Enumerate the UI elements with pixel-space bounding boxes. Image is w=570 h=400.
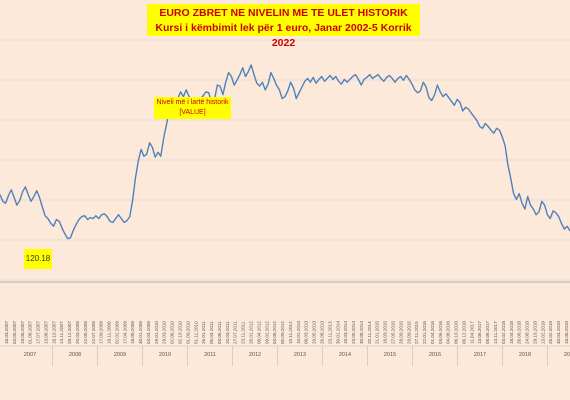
x-tick-label: 22.01.2016: [422, 321, 427, 344]
year-label: 2011: [204, 352, 216, 358]
x-tick-label: 01.04.2016: [430, 321, 435, 344]
x-tick-label: 23.11.2013: [327, 321, 332, 344]
x-tick-label: 25.02.2019: [548, 321, 553, 344]
x-tick-label: 15.11.2012: [288, 321, 293, 344]
x-tick-label: 27.05.2015: [390, 321, 395, 344]
x-tick-label: 16.03.2007: [4, 321, 9, 344]
x-tick-label: 18.06.2019: [564, 321, 569, 344]
x-tick-label: 18.04.2018: [509, 321, 514, 344]
x-tick-label: 02.10.2010: [178, 321, 183, 344]
x-tick-label: 23.11.2011: [241, 321, 246, 344]
high-annotation-value: [VALUE]: [179, 109, 206, 116]
x-tick-label: 30.08.2014: [359, 321, 364, 344]
x-tick-label: 17.04.2009: [122, 321, 127, 344]
x-tick-label: 29.01.2010: [154, 321, 159, 344]
low-annotation: 120.18: [24, 249, 52, 269]
x-tick-label: 02.06.2010: [170, 321, 175, 344]
x-tick-label: 19.06.2007: [20, 321, 25, 344]
year-label: 2010: [159, 352, 171, 358]
x-tick-label: 04.04.2009: [146, 321, 151, 344]
year-label: 2014: [339, 352, 351, 358]
year-label: 2018: [519, 352, 531, 358]
x-tick-label: 26.08.2013: [319, 321, 324, 344]
x-tick-label: 22.07.2008: [91, 321, 96, 344]
x-tick-label: 01.08.2007: [28, 321, 33, 344]
year-label: 2015: [384, 352, 396, 358]
x-tick-label: 03.06.2011: [217, 321, 222, 344]
x-tick-label: 26.06.2018: [517, 321, 522, 344]
x-tick-label: 18.03.2014: [343, 321, 348, 344]
series-line: [0, 64, 570, 240]
x-tick-label: 17.07.2007: [36, 321, 41, 344]
x-tick-label: 05.09.2012: [280, 321, 285, 344]
x-tick-label: 09.02.2012: [264, 321, 269, 344]
year-label: 2016: [429, 352, 441, 358]
x-tick-label: 13.08.2007: [43, 321, 48, 344]
x-tick-label: 08.04.2012: [256, 321, 261, 344]
x-tick-label: 10.01.2013: [296, 321, 301, 344]
x-tick-label: 06.12.2016: [461, 321, 466, 344]
x-tick-label: 18.03.2015: [383, 321, 388, 344]
x-axis: 16.03.2007 04.05.2007 19.06.2007 01.08.2007…: [0, 281, 570, 366]
high-annotation-label: Niveli më i lartë historik: [156, 99, 229, 106]
x-tick-label: 24.08.2018: [525, 321, 530, 344]
x-tick-label: 30.04.2019: [556, 321, 561, 344]
x-tick-label: 03.06.2016: [438, 321, 443, 344]
x-tick-label: 27.11.2015: [414, 321, 419, 344]
series-line-group: [0, 64, 570, 240]
x-tick-label: 30.01.2014: [335, 321, 340, 344]
x-tick-label: 04.05.2007: [12, 321, 17, 344]
x-tick-label: 26.01.2011: [201, 321, 206, 344]
x-tick-label: 22.05.2008: [83, 321, 88, 344]
x-tick-label: 04.08.2016: [446, 321, 451, 344]
x-tick-label: 20.05.2013: [312, 321, 317, 344]
x-tick-label: 27.07.2011: [233, 321, 238, 344]
chart-title: EURO ZBRET NE NIVELIN ME TE ULET HISTORI…: [159, 7, 408, 19]
x-tick-label: 26.01.2012: [249, 321, 254, 344]
x-tick-label: 23.05.2014: [351, 321, 356, 344]
x-tick-label: 19.11.2008: [107, 321, 112, 344]
x-tick-label: 28.09.2015: [398, 321, 403, 344]
x-tick-label: 16.10.2007: [51, 321, 56, 344]
x-tick-label: 18.06.2009: [130, 321, 135, 344]
x-tick-label: 21.01.2015: [375, 321, 380, 344]
year-label: 2008: [69, 352, 81, 358]
x-tick-label: 08.03.2013: [304, 321, 309, 344]
x-tick-label: 29.03.2010: [162, 321, 167, 344]
x-tick-label: 20.11.2014: [367, 321, 372, 344]
x-tick-label: 04.06.2012: [272, 321, 277, 344]
x-tick-label: 29.09.2015: [406, 321, 411, 344]
x-tick-label: 02.02.2009: [114, 321, 119, 344]
x-tick-label: 06.10.2016: [454, 321, 459, 344]
year-label: 2012: [249, 352, 261, 358]
year-label: 2007: [24, 352, 36, 358]
x-tick-label: 20.03.2011: [225, 321, 230, 344]
x-tick-label: 30.01.2009: [138, 321, 143, 344]
x-tick-label: 08.06.2017: [485, 321, 490, 344]
x-tick-label: 11.04.2017: [469, 321, 474, 344]
x-tick-label: 03.02.2018: [501, 321, 506, 344]
gridlines: [0, 39, 570, 281]
x-tick-label: 05.04.2011: [209, 321, 214, 344]
x-tick-label: 14.11.2007: [59, 321, 64, 344]
high-annotation: Niveli më i lartë historik [VALUE]: [154, 97, 231, 119]
year-label: 2013: [294, 352, 306, 358]
x-tick-label: 01.11.2010: [193, 321, 198, 344]
year-label: 2019: [564, 352, 570, 358]
year-label: 2009: [114, 352, 126, 358]
x-tick-label: 13.06.2017: [477, 321, 482, 344]
x-tick-label: 29.10.2018: [532, 321, 537, 344]
x-tick-label: 14.11.2017: [493, 321, 498, 344]
x-tick-label: 20.03.2008: [75, 321, 80, 344]
x-tick-label: 17.09.2008: [99, 321, 104, 344]
chart-title-box: EURO ZBRET NE NIVELIN ME TE ULET HISTORI…: [147, 4, 420, 49]
x-tick-label: 01.09.2010: [185, 321, 190, 344]
x-tick-label: 13.02.2019: [540, 321, 545, 344]
x-tick-label: 28.12.2007: [67, 321, 72, 344]
year-label: 2017: [474, 352, 486, 358]
chart-subtitle: Kursi i këmbimit lek për 1 euro, Janar 2…: [155, 22, 412, 49]
